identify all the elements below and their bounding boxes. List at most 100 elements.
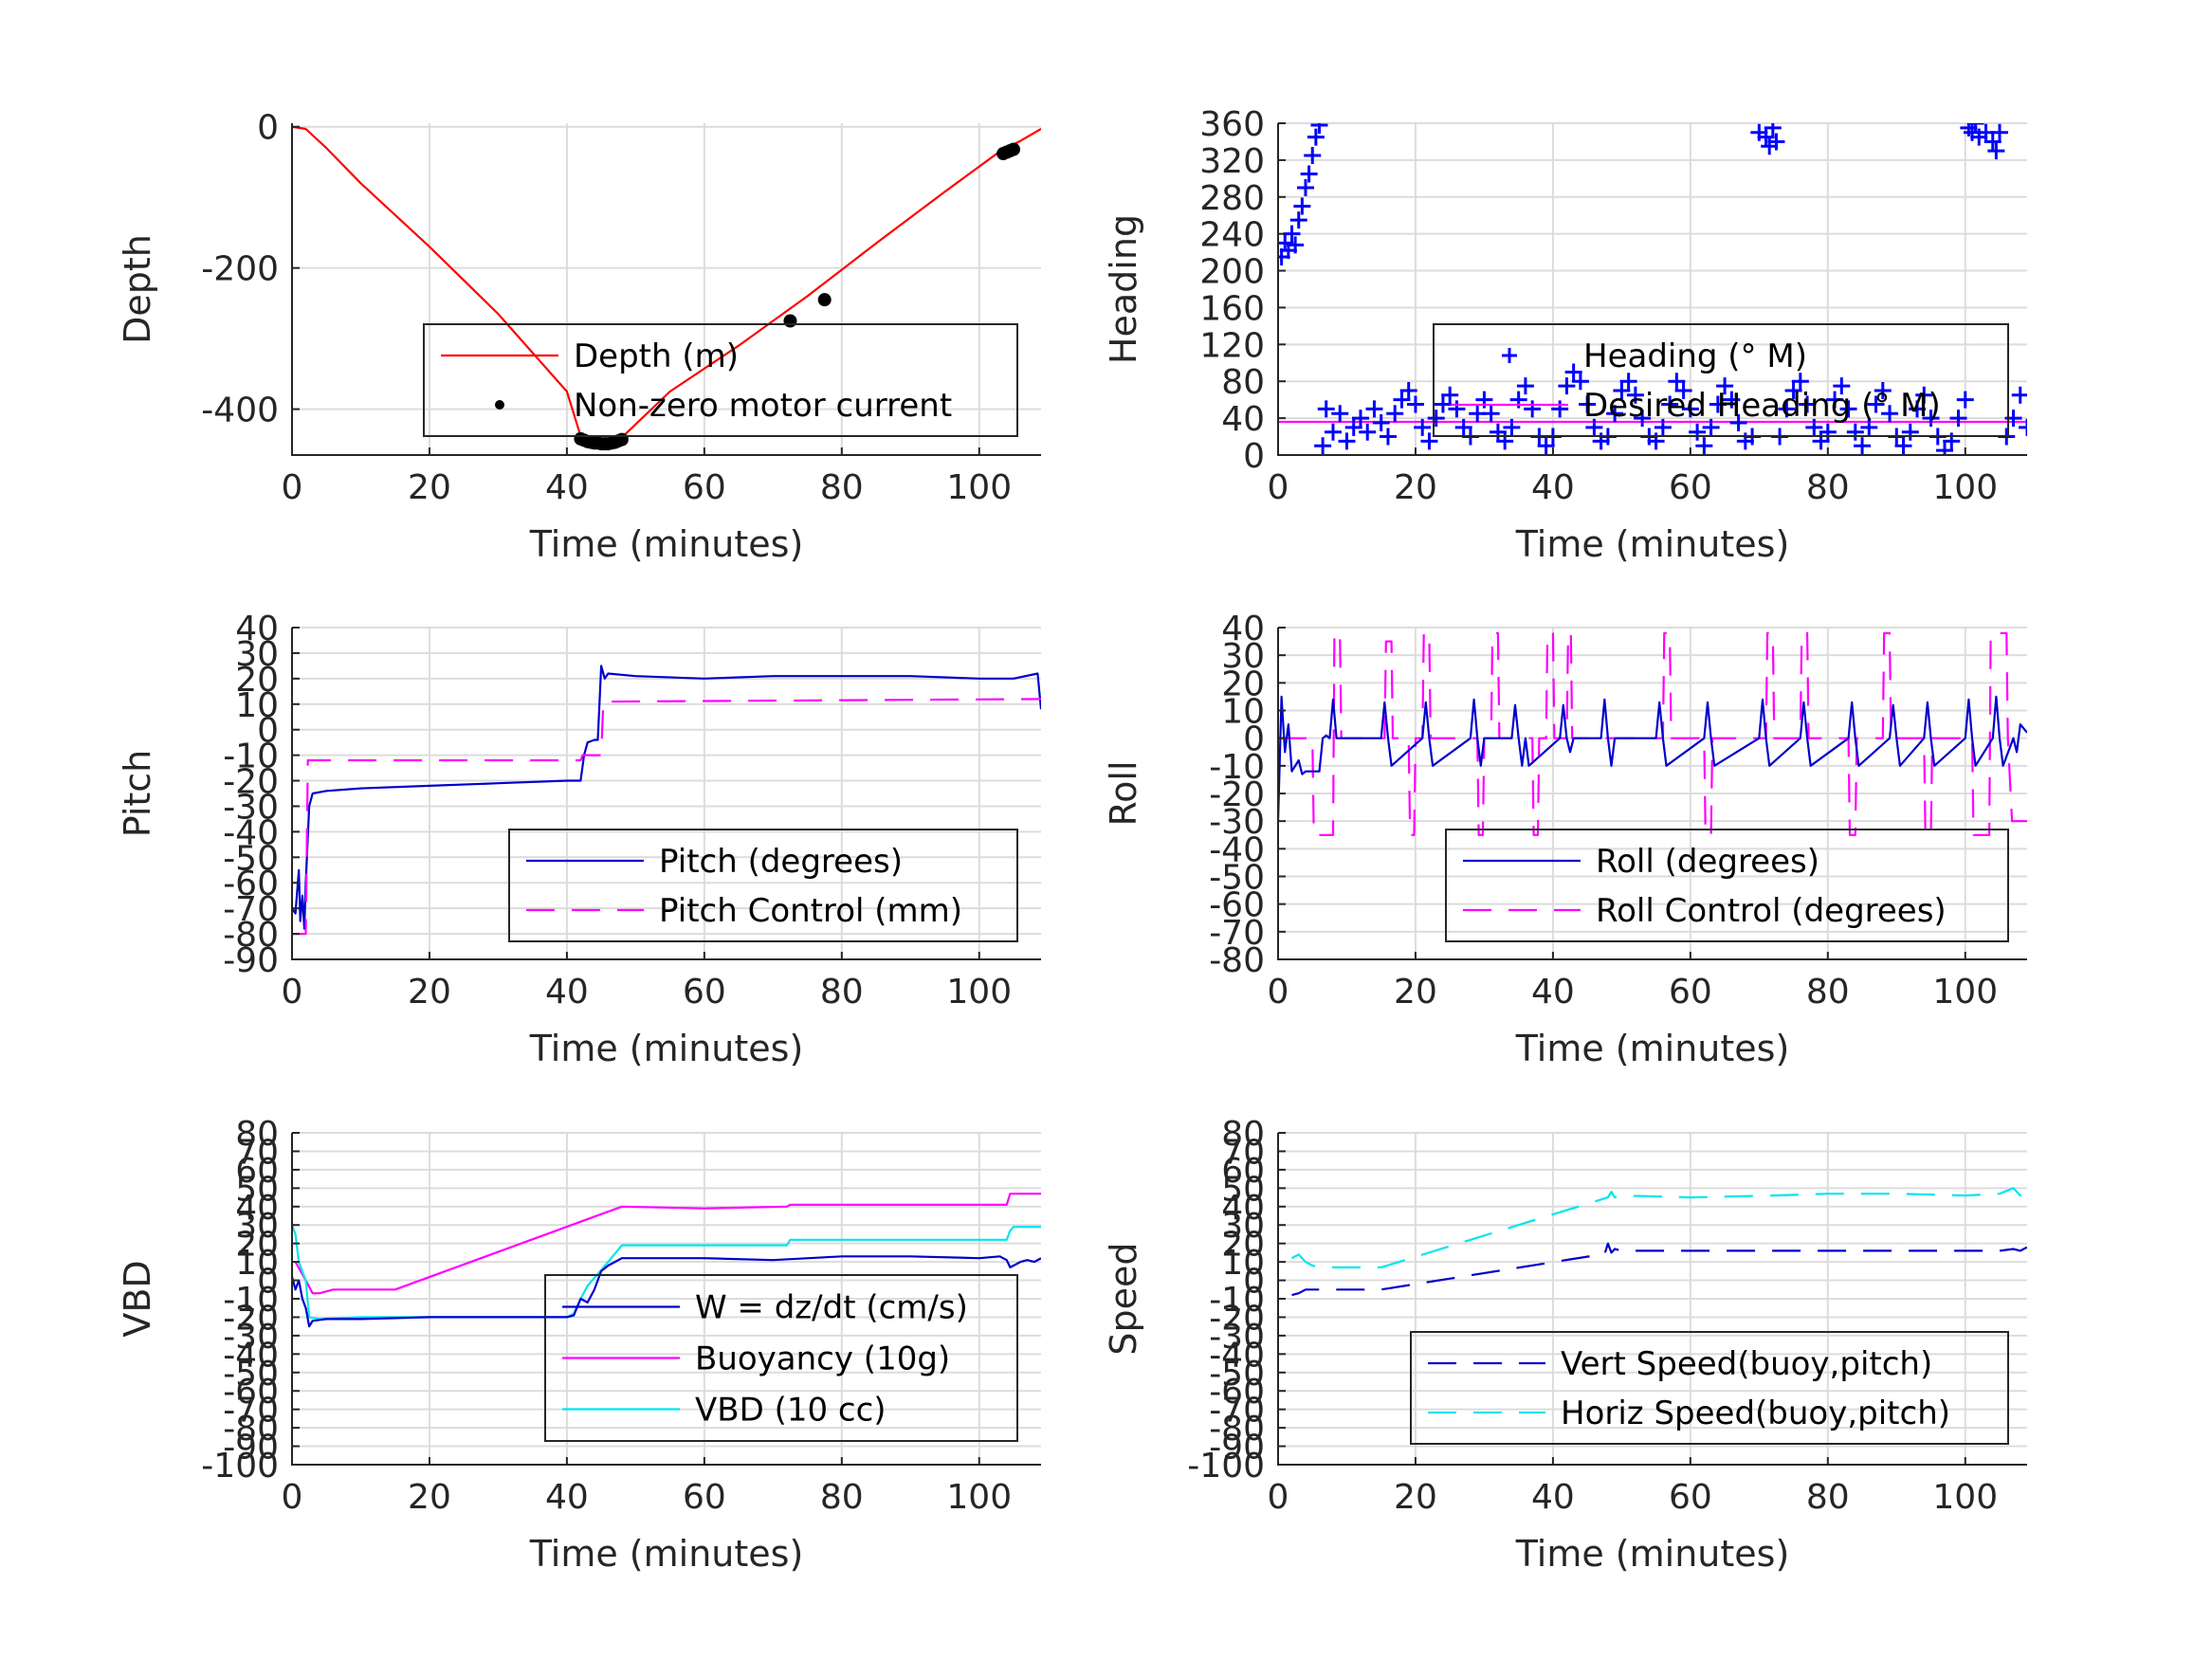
x-tick-label: 60 bbox=[683, 468, 726, 507]
y-tick-label: 70 bbox=[235, 1133, 279, 1172]
marker-point bbox=[1819, 423, 1837, 441]
y-tick-label: 60 bbox=[235, 1152, 279, 1191]
y-tick-label: 40 bbox=[1221, 400, 1265, 439]
marker-point bbox=[1558, 377, 1576, 395]
y-tick-label: -80 bbox=[1209, 941, 1265, 980]
marker-point bbox=[1304, 147, 1322, 165]
x-tick-label: 40 bbox=[545, 468, 589, 507]
y-tick-label: 60 bbox=[1221, 1152, 1265, 1191]
marker-point bbox=[1661, 395, 1679, 413]
x-tick-label: 0 bbox=[1268, 468, 1289, 507]
series-line-0 bbox=[294, 1193, 1041, 1295]
y-tick-label: -50 bbox=[223, 839, 279, 878]
legend-box bbox=[1433, 323, 2009, 437]
y-tick-label: 0 bbox=[1243, 437, 1265, 476]
legend-label: Roll (degrees) bbox=[1596, 843, 1819, 881]
y-tick-label: -200 bbox=[201, 250, 279, 289]
y-tick-label: 240 bbox=[1199, 216, 1265, 255]
marker-point bbox=[1867, 395, 1885, 413]
x-tick-label: 60 bbox=[683, 1478, 726, 1517]
marker-point bbox=[1956, 391, 1974, 409]
marker-point bbox=[1564, 363, 1582, 381]
marker-point bbox=[1296, 179, 1314, 197]
marker-point bbox=[1626, 386, 1644, 404]
y-tick-label: 20 bbox=[1221, 1226, 1265, 1265]
marker-point bbox=[1757, 128, 1775, 146]
marker-point bbox=[1414, 418, 1432, 436]
x-tick-label: 60 bbox=[683, 973, 726, 1012]
marker-point bbox=[1619, 373, 1637, 391]
panel-pitch-legend: Pitch (degrees) Pitch Control (mm) bbox=[508, 829, 1018, 942]
marker-point bbox=[1654, 418, 1672, 436]
panel-heading-xlabel: Time (minutes) bbox=[1515, 523, 1790, 565]
y-tick-label: 10 bbox=[235, 686, 279, 725]
marker-point bbox=[1702, 418, 1720, 436]
x-tick-label: 60 bbox=[1669, 1478, 1712, 1517]
panel-depth-xlabel: Time (minutes) bbox=[529, 523, 804, 565]
marker-point bbox=[1826, 391, 1844, 409]
marker-point bbox=[1434, 395, 1452, 413]
marker-point bbox=[1571, 373, 1589, 391]
marker-point bbox=[1966, 123, 1984, 132]
legend-label: Desired Heading (° M) bbox=[1583, 387, 1941, 425]
legend-swatch bbox=[1502, 348, 1517, 363]
y-tick-label: 200 bbox=[1199, 253, 1265, 292]
marker-point bbox=[1881, 405, 1899, 423]
y-tick-label: -10 bbox=[1209, 748, 1265, 787]
x-tick-label: 80 bbox=[1806, 1478, 1850, 1517]
marker-point bbox=[1791, 373, 1809, 391]
y-tick-label: 20 bbox=[235, 661, 279, 700]
marker-point bbox=[1901, 423, 1919, 441]
x-tick-label: 80 bbox=[820, 973, 864, 1012]
marker-point bbox=[1324, 423, 1342, 441]
marker-point bbox=[1579, 395, 1597, 413]
marker-point bbox=[2019, 418, 2027, 436]
marker-point bbox=[1894, 437, 1912, 455]
y-tick-label: -60 bbox=[223, 865, 279, 903]
panel-pitch-ylabel: Pitch bbox=[117, 750, 158, 838]
marker-point bbox=[1778, 400, 1796, 418]
y-tick-label: -20 bbox=[223, 1299, 279, 1338]
marker-point bbox=[1613, 381, 1631, 399]
y-tick-label: -20 bbox=[223, 763, 279, 802]
legend-label: Non-zero motor current bbox=[574, 387, 952, 425]
marker-point bbox=[1909, 400, 1927, 418]
marker-point bbox=[1314, 437, 1332, 455]
panel-vbd-ylabel: VBD bbox=[117, 1260, 158, 1337]
marker-point bbox=[1489, 423, 1507, 441]
y-tick-label: -30 bbox=[223, 1318, 279, 1357]
marker-point bbox=[1344, 418, 1362, 436]
marker-point bbox=[1359, 423, 1377, 441]
x-tick-label: 80 bbox=[1806, 973, 1850, 1012]
y-tick-label: -70 bbox=[223, 1392, 279, 1431]
marker-point bbox=[1874, 381, 1892, 399]
marker-point bbox=[1448, 400, 1466, 418]
x-tick-label: 0 bbox=[282, 468, 303, 507]
y-tick-label: 80 bbox=[1221, 363, 1265, 402]
marker-point bbox=[1922, 410, 1940, 428]
panel-roll-xlabel: Time (minutes) bbox=[1515, 1028, 1790, 1069]
y-tick-label: -80 bbox=[1209, 1410, 1265, 1449]
y-tick-label: 0 bbox=[1243, 720, 1265, 759]
marker-point bbox=[1695, 437, 1713, 455]
marker-point bbox=[1365, 400, 1383, 418]
legend-label: Depth (m) bbox=[574, 337, 739, 375]
x-tick-label: 60 bbox=[1669, 973, 1712, 1012]
x-tick-label: 40 bbox=[1531, 973, 1575, 1012]
marker-point bbox=[1936, 442, 1954, 455]
panel-roll: 0 20 40 60 80 100403020100-10-20-30-40-50-60-… bbox=[1103, 610, 2027, 1069]
y-tick-label: -30 bbox=[1209, 803, 1265, 842]
marker-point bbox=[1729, 413, 1747, 431]
marker-point bbox=[1441, 386, 1459, 404]
x-tick-label: 0 bbox=[1268, 973, 1289, 1012]
x-tick-label: 20 bbox=[1394, 1478, 1437, 1517]
x-tick-label: 100 bbox=[946, 973, 1012, 1012]
marker-point bbox=[1949, 410, 1967, 428]
marker-point bbox=[1338, 432, 1356, 450]
marker-point bbox=[1551, 400, 1569, 418]
y-tick-label: -60 bbox=[1209, 1373, 1265, 1412]
marker-point bbox=[2011, 386, 2027, 404]
legend-label: Horiz Speed(buoy,pitch) bbox=[1561, 1395, 1950, 1432]
x-tick-label: 100 bbox=[946, 468, 1012, 507]
